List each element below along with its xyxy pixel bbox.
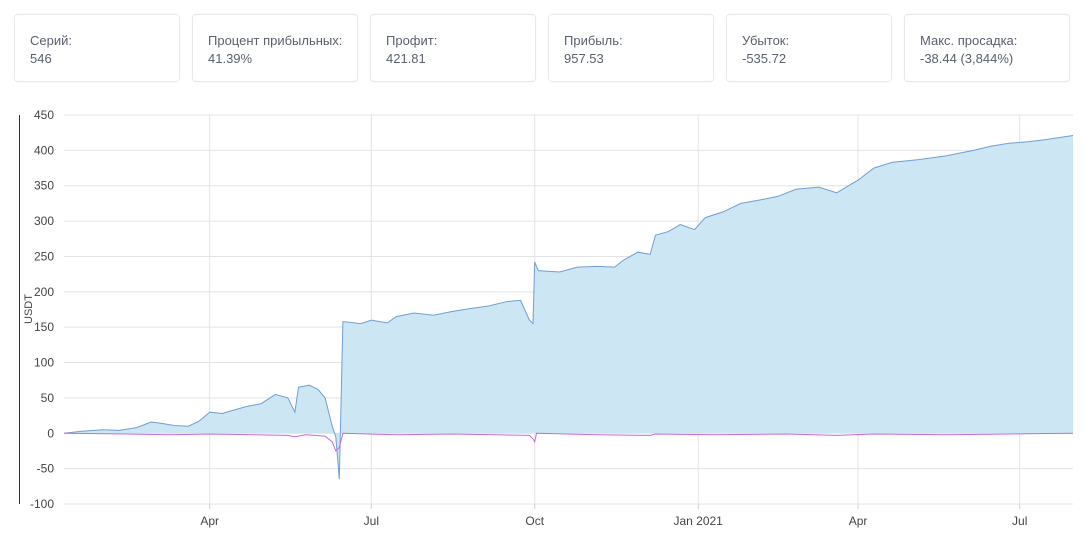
- stat-label-win-rate: Процент прибыльных:: [208, 33, 343, 48]
- stat-value-series: 546: [30, 51, 52, 66]
- y-axis-label: USDT: [23, 294, 35, 324]
- y-tick-label: 250: [34, 249, 54, 263]
- stat-label-gain: Прибыль:: [564, 33, 623, 48]
- stat-label-loss: Убыток:: [742, 33, 790, 48]
- y-tick-label: 350: [34, 179, 54, 193]
- x-tick-label: Jul: [364, 514, 379, 528]
- stat-value-gain: 957.53: [564, 51, 604, 66]
- y-tick-label: 450: [34, 108, 54, 122]
- y-tick-label: 50: [41, 391, 55, 405]
- chart-axes: 450 400 350 300 250 200 150 100 50 0 -50 -100 Apr Jul…: [19, 108, 1027, 528]
- x-tick-label: Jul: [1012, 514, 1027, 528]
- y-tick-label: -50: [37, 462, 55, 476]
- y-tick-label: 0: [47, 426, 54, 440]
- profit-chart[interactable]: 450 400 350 300 250 200 150 100 50 0 -50 -100 Apr Jul…: [0, 100, 1084, 539]
- y-tick-label: 200: [34, 285, 54, 299]
- stat-label-max-drawdown: Макс. просадка:: [920, 33, 1018, 48]
- profit-line: [63, 135, 1074, 480]
- x-tick-label: Jan 2021: [673, 514, 723, 528]
- stat-card-max-drawdown: Макс. просадка: -38.44 (3,844%): [904, 14, 1070, 82]
- y-tick-label: -100: [30, 497, 54, 511]
- stat-value-profit: 421.81: [386, 51, 426, 66]
- stat-value-max-drawdown: -38.44 (3,844%): [920, 51, 1014, 66]
- stat-value-loss: -535.72: [742, 51, 787, 66]
- x-tick-label: Apr: [200, 514, 219, 528]
- chart-series: [63, 135, 1074, 480]
- stat-card-win-rate: Процент прибыльных: 41.39%: [192, 14, 358, 82]
- stat-card-profit: Профит: 421.81: [370, 14, 536, 82]
- stat-label-profit: Профит:: [386, 33, 438, 48]
- stats-cards: Серий: 546 Процент прибыльных: 41.39% Пр…: [14, 14, 1070, 82]
- y-tick-label: 150: [34, 320, 54, 334]
- stat-card-loss: Убыток: -535.72: [726, 14, 892, 82]
- y-tick-label: 300: [34, 214, 54, 228]
- profit-area: [64, 135, 1073, 480]
- stat-card-gain: Прибыль: 957.53: [548, 14, 714, 82]
- x-tick-label: Oct: [525, 514, 544, 528]
- profit-chart-svg[interactable]: 450 400 350 300 250 200 150 100 50 0 -50 -100 Apr Jul…: [0, 100, 1084, 539]
- trades-line: [63, 432, 1074, 452]
- stat-label-series: Серий:: [30, 33, 72, 48]
- x-tick-label: Apr: [849, 514, 868, 528]
- stat-card-series: Серий: 546: [14, 14, 180, 82]
- y-tick-label: 100: [34, 356, 54, 370]
- y-tick-label: 400: [34, 143, 54, 157]
- stat-value-win-rate: 41.39%: [208, 51, 253, 66]
